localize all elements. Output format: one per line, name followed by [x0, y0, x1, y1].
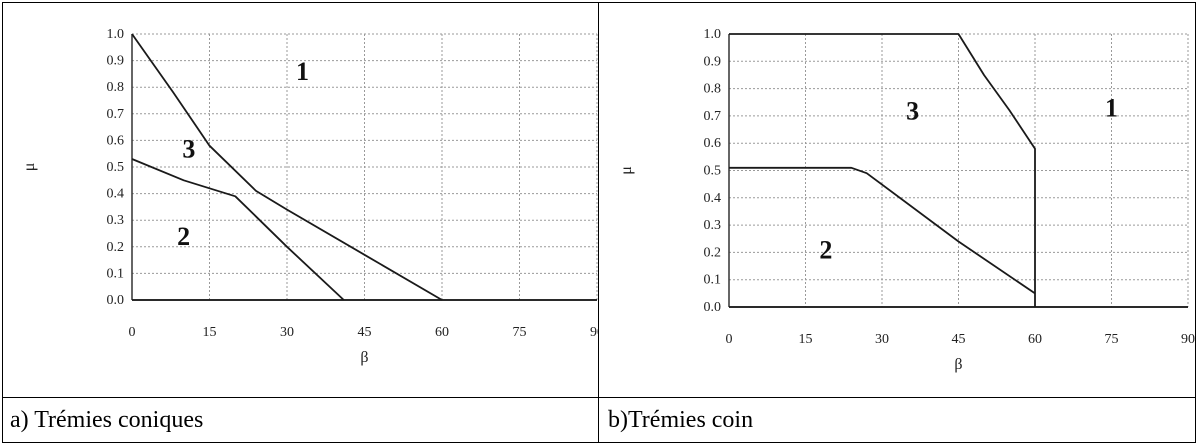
x-tick-label: 45: [358, 325, 372, 340]
y-tick-label: 0.6: [107, 133, 125, 148]
x-tick-label: 60: [1028, 332, 1042, 347]
y-tick-label: 1.0: [107, 27, 125, 42]
y-tick-label: 0.4: [704, 191, 722, 206]
region-label-3: 3: [906, 96, 919, 125]
y-tick-label: 0.1: [704, 273, 722, 288]
caption-conical-hoppers: a) Trémies coniques: [10, 407, 204, 433]
x-tick-label: 30: [875, 332, 889, 347]
y-tick-label: 0.6: [704, 136, 722, 151]
y-axis-label: μ: [618, 166, 635, 175]
y-tick-label: 0.2: [107, 240, 125, 255]
chart-conical-hoppers: 0.0 0.1 0.2 0.3 0.4 0.5 0.6 0.7 0.8 0.9 1.0 0 15 30 45…: [21, 27, 598, 366]
x-tick-label: 30: [280, 325, 294, 340]
boundary-line-2: [131, 158, 345, 301]
y-tick-label: 0.8: [107, 80, 125, 95]
x-tick-label: 15: [203, 325, 217, 340]
caption-wedge-hoppers: b)Trémies coin: [608, 407, 754, 433]
chart-wedge-hoppers: 0.0 0.1 0.2 0.3 0.4 0.5 0.6 0.7 0.8 0.9 1.0 0 15 30 45…: [618, 27, 1195, 373]
y-tick-label: 0.5: [107, 160, 125, 175]
y-axis-label: μ: [21, 163, 38, 172]
y-tick-label: 0.7: [704, 109, 722, 124]
x-tick-label: 90: [590, 325, 598, 340]
region-label-3: 3: [182, 134, 195, 163]
x-tick-label: 45: [952, 332, 966, 347]
region-label-1: 1: [296, 57, 309, 86]
x-tick-label: 0: [726, 332, 733, 347]
y-tick-label: 0.8: [704, 82, 722, 97]
x-tick-label: 0: [129, 325, 136, 340]
x-tick-label: 60: [435, 325, 449, 340]
y-tick-label: 0.5: [704, 164, 722, 179]
boundary-line-1: [131, 33, 443, 301]
y-tick-label: 0.1: [107, 266, 125, 281]
x-tick-label: 90: [1181, 332, 1195, 347]
y-tick-label: 0.3: [107, 213, 125, 228]
x-tick-label: 15: [799, 332, 813, 347]
y-tick-label: 0.0: [107, 293, 125, 308]
region-label-2: 2: [819, 236, 832, 265]
y-tick-label: 1.0: [704, 27, 722, 42]
table-row-divider: [2, 397, 1196, 398]
region-label-1: 1: [1105, 94, 1118, 123]
y-tick-label: 0.0: [704, 300, 722, 315]
y-tick-label: 0.9: [704, 54, 722, 69]
y-tick-label: 0.9: [107, 54, 125, 69]
x-axis-label: β: [954, 356, 962, 373]
y-tick-label: 0.4: [107, 187, 125, 202]
x-tick-label: 75: [1105, 332, 1119, 347]
y-tick-label: 0.3: [704, 218, 722, 233]
x-axis-label: β: [360, 349, 368, 366]
boundary-line-2: [729, 166, 1036, 295]
y-tick-label: 0.2: [704, 245, 722, 260]
y-tick-label: 0.7: [107, 107, 125, 122]
region-label-2: 2: [177, 222, 190, 251]
table-column-divider: [598, 2, 599, 443]
x-tick-label: 75: [513, 325, 527, 340]
